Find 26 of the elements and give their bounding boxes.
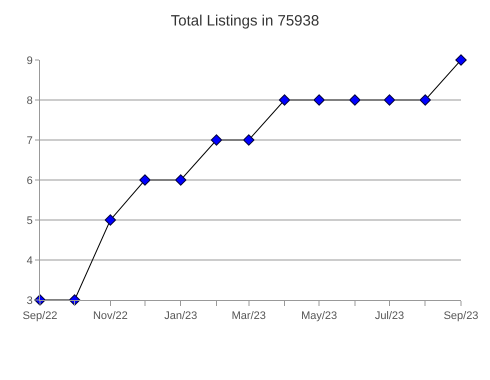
point — [313, 94, 325, 106]
point — [420, 94, 431, 106]
point — [104, 214, 116, 226]
point — [139, 174, 151, 186]
y-tick-label: 5 — [26, 214, 33, 227]
point — [455, 54, 467, 66]
y-tick-label: 3 — [26, 294, 33, 307]
point — [210, 134, 222, 146]
x-tick-label: May/23 — [301, 310, 338, 322]
x-tick-label: Sep/22 — [22, 310, 58, 322]
y-tick-label: 4 — [26, 254, 33, 267]
point — [349, 94, 361, 106]
x-tick-label: Jul/23 — [374, 310, 404, 322]
point — [175, 174, 186, 186]
y-tick-label: 6 — [26, 174, 33, 187]
x-tick-label: Mar/23 — [232, 310, 266, 322]
y-tick-label: 9 — [26, 54, 33, 67]
y-tick-label: 7 — [26, 134, 33, 147]
point — [243, 134, 254, 146]
x-tick-label: Sep/23 — [444, 310, 478, 322]
point — [278, 94, 290, 106]
chart-title: Total Listings in 75938 — [170, 12, 320, 30]
y-tick-label: 8 — [26, 94, 33, 107]
x-tick-label: Nov/22 — [92, 310, 128, 322]
x-tick-label: Jan/23 — [164, 310, 198, 322]
point — [384, 94, 396, 106]
